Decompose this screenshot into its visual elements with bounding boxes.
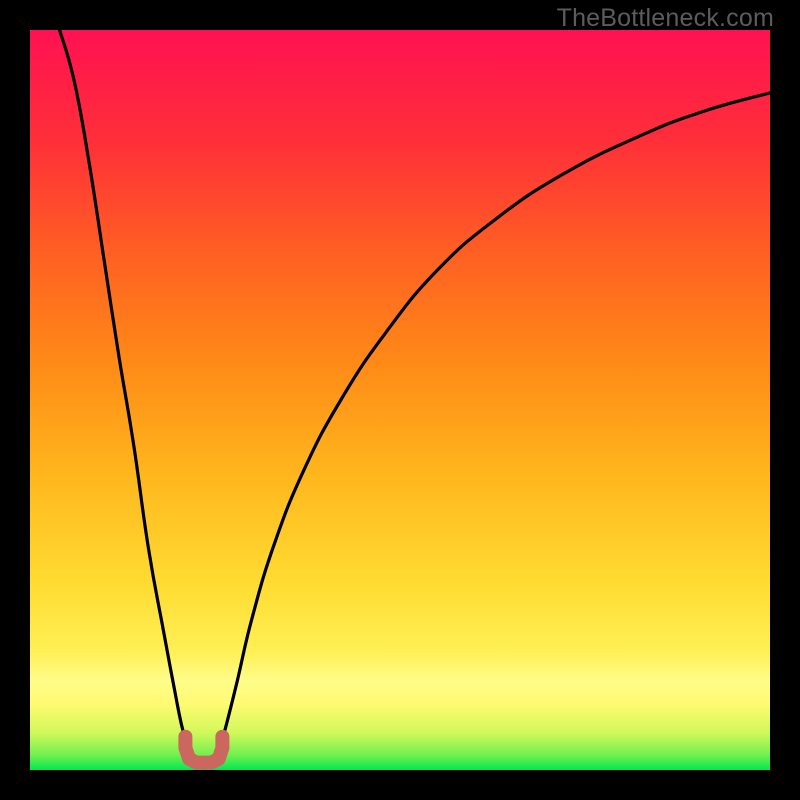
canvas: TheBottleneck.com (0, 0, 800, 800)
chart-svg (30, 30, 770, 770)
watermark-text: TheBottleneck.com (557, 4, 774, 33)
chart-background (30, 30, 770, 770)
bottleneck-chart (30, 30, 770, 770)
